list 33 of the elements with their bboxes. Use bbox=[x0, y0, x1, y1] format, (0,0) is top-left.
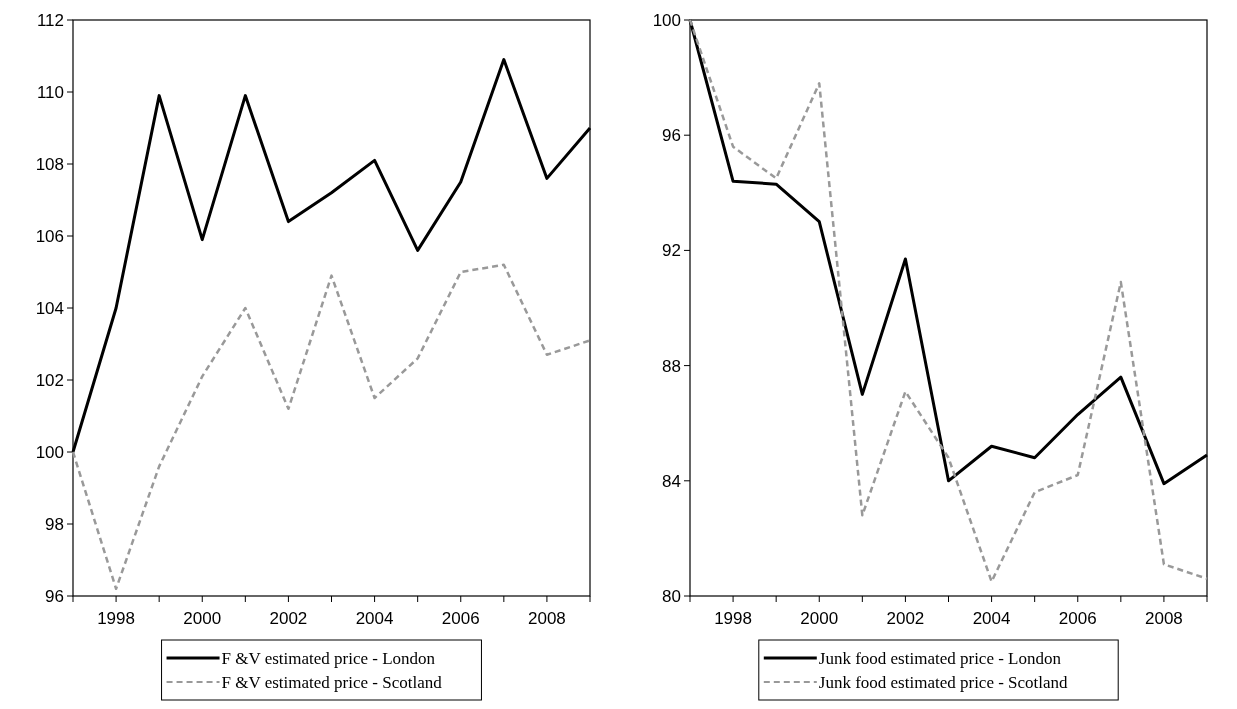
y-tick-label: 110 bbox=[36, 82, 64, 102]
legend-label: Junk food estimated price - London bbox=[818, 648, 1062, 668]
y-tick-label: 92 bbox=[662, 241, 681, 261]
y-tick-label: 106 bbox=[35, 226, 64, 246]
legend-label: Junk food estimated price - Scotland bbox=[818, 672, 1069, 692]
y-tick-label: 98 bbox=[45, 514, 64, 534]
x-tick-label: 2000 bbox=[800, 609, 839, 628]
x-tick-label: 2008 bbox=[1145, 609, 1183, 628]
x-tick-label: 2004 bbox=[355, 609, 394, 628]
y-tick-label: 102 bbox=[35, 370, 64, 390]
line-series bbox=[688, 18, 1209, 583]
x-tick-label: 2002 bbox=[886, 609, 925, 628]
y-tick-label: 100 bbox=[35, 442, 64, 462]
x-tick-label: 2000 bbox=[183, 609, 222, 628]
x-tick-label: 2004 bbox=[972, 609, 1011, 628]
x-tick-label: 1998 bbox=[97, 609, 135, 628]
x-tick-label: 2006 bbox=[441, 609, 480, 628]
legend-label: F &V estimated price - Scotland bbox=[221, 672, 443, 692]
x-tick-label: 2008 bbox=[528, 609, 566, 628]
legend-label: F &V estimated price - London bbox=[221, 648, 436, 668]
x-tick-label: 2006 bbox=[1058, 609, 1097, 628]
y-tick-label: 84 bbox=[662, 471, 681, 491]
line-series bbox=[71, 263, 592, 591]
y-tick-label: 80 bbox=[662, 586, 681, 606]
y-tick-label: 104 bbox=[35, 298, 64, 318]
y-tick-label: 108 bbox=[35, 154, 64, 174]
x-tick-label: 2002 bbox=[269, 609, 308, 628]
y-tick-label: 100 bbox=[652, 10, 681, 30]
y-tick-label: 96 bbox=[662, 126, 681, 146]
y-tick-label: 112 bbox=[36, 10, 64, 30]
x-tick-label: 1998 bbox=[714, 609, 752, 628]
y-tick-label: 96 bbox=[45, 586, 64, 606]
y-tick-label: 88 bbox=[662, 356, 681, 376]
